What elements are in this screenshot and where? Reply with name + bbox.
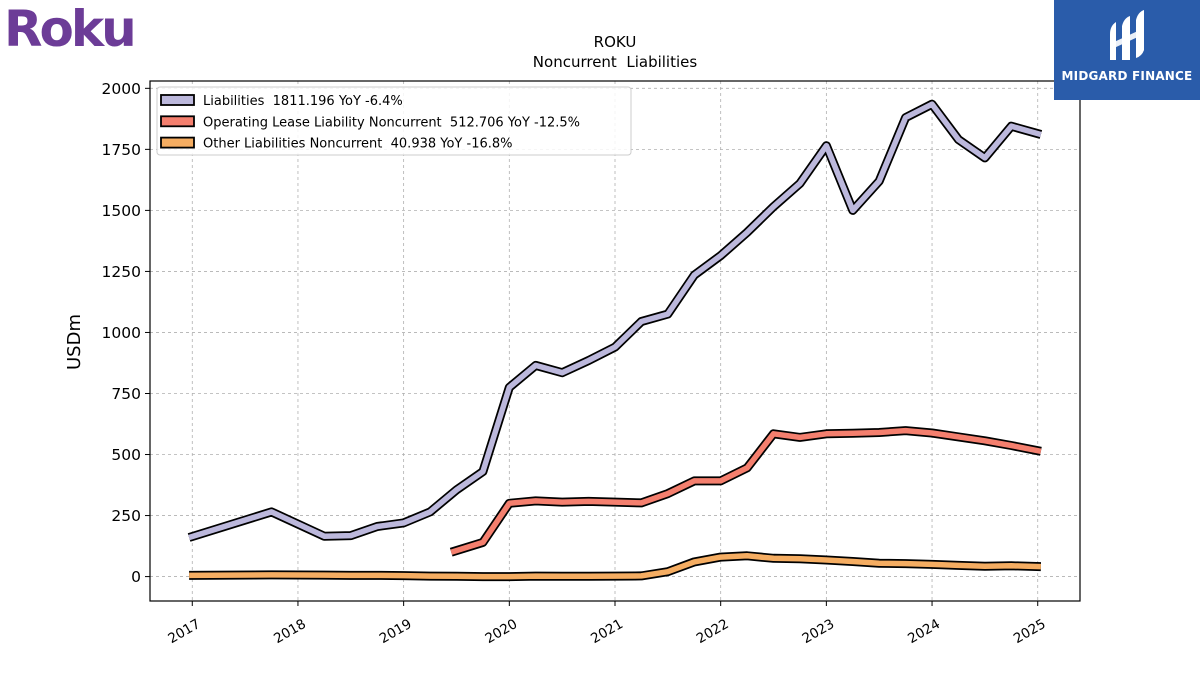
x-tick-label: 2019 [377,616,415,647]
legend-label: Liabilities 1811.196 YoY -6.4% [203,94,403,109]
y-tick-label: 1750 [102,141,141,159]
midgard-finance-logo: MIDGARD FINANCE [1054,0,1200,100]
legend-label: Other Liabilities Noncurrent 40.938 YoY … [203,137,513,152]
chart-title: ROKU [594,33,637,51]
x-tick-label: 2021 [588,616,626,647]
roku-wordmark-icon: Roku [4,0,137,58]
legend: Liabilities 1811.196 YoY -6.4% Operating … [156,86,632,156]
x-axis: 2017 2018 2019 2020 2021 2022 2023 2024 2025 [165,601,1049,647]
y-axis-label: USDm [64,314,85,370]
publisher-name: MIDGARD FINANCE [1061,69,1193,83]
x-tick-label: 2022 [694,616,732,647]
series-line [450,427,1042,555]
x-tick-label: 2023 [799,616,837,647]
y-tick-label: 0 [131,568,141,586]
chart-subtitle: Noncurrent Liabilities [533,53,698,71]
y-tick-label: 2000 [102,80,141,98]
y-tick-label: 1000 [102,324,141,342]
legend-box [156,86,632,156]
x-tick-label: 2024 [905,616,943,647]
y-tick-label: 250 [111,507,141,525]
series-layer [187,99,1043,582]
y-tick-label: 500 [111,446,141,464]
legend-swatch [160,136,195,149]
y-tick-label: 1500 [102,202,141,220]
series-line-outline [449,426,1042,557]
svg-text:Roku: Roku [4,0,134,54]
x-tick-label: 2025 [1011,616,1049,647]
midgard-emblem-icon [1110,10,1144,60]
x-tick-label: 2018 [271,616,309,647]
series-line [189,553,1041,580]
y-axis: 0 250 500 750 1000 1250 1500 1750 2000 [102,80,150,586]
roku-logo: Roku [4,0,154,58]
legend-label: Operating Lease Liability Noncurrent 512… [203,115,580,130]
series-line [188,101,1042,541]
y-tick-label: 1250 [102,263,141,281]
y-tick-label: 750 [111,385,141,403]
x-tick-label: 2017 [165,616,203,647]
legend-swatch [160,115,195,128]
legend-swatch [160,94,195,106]
x-tick-label: 2020 [482,616,520,647]
